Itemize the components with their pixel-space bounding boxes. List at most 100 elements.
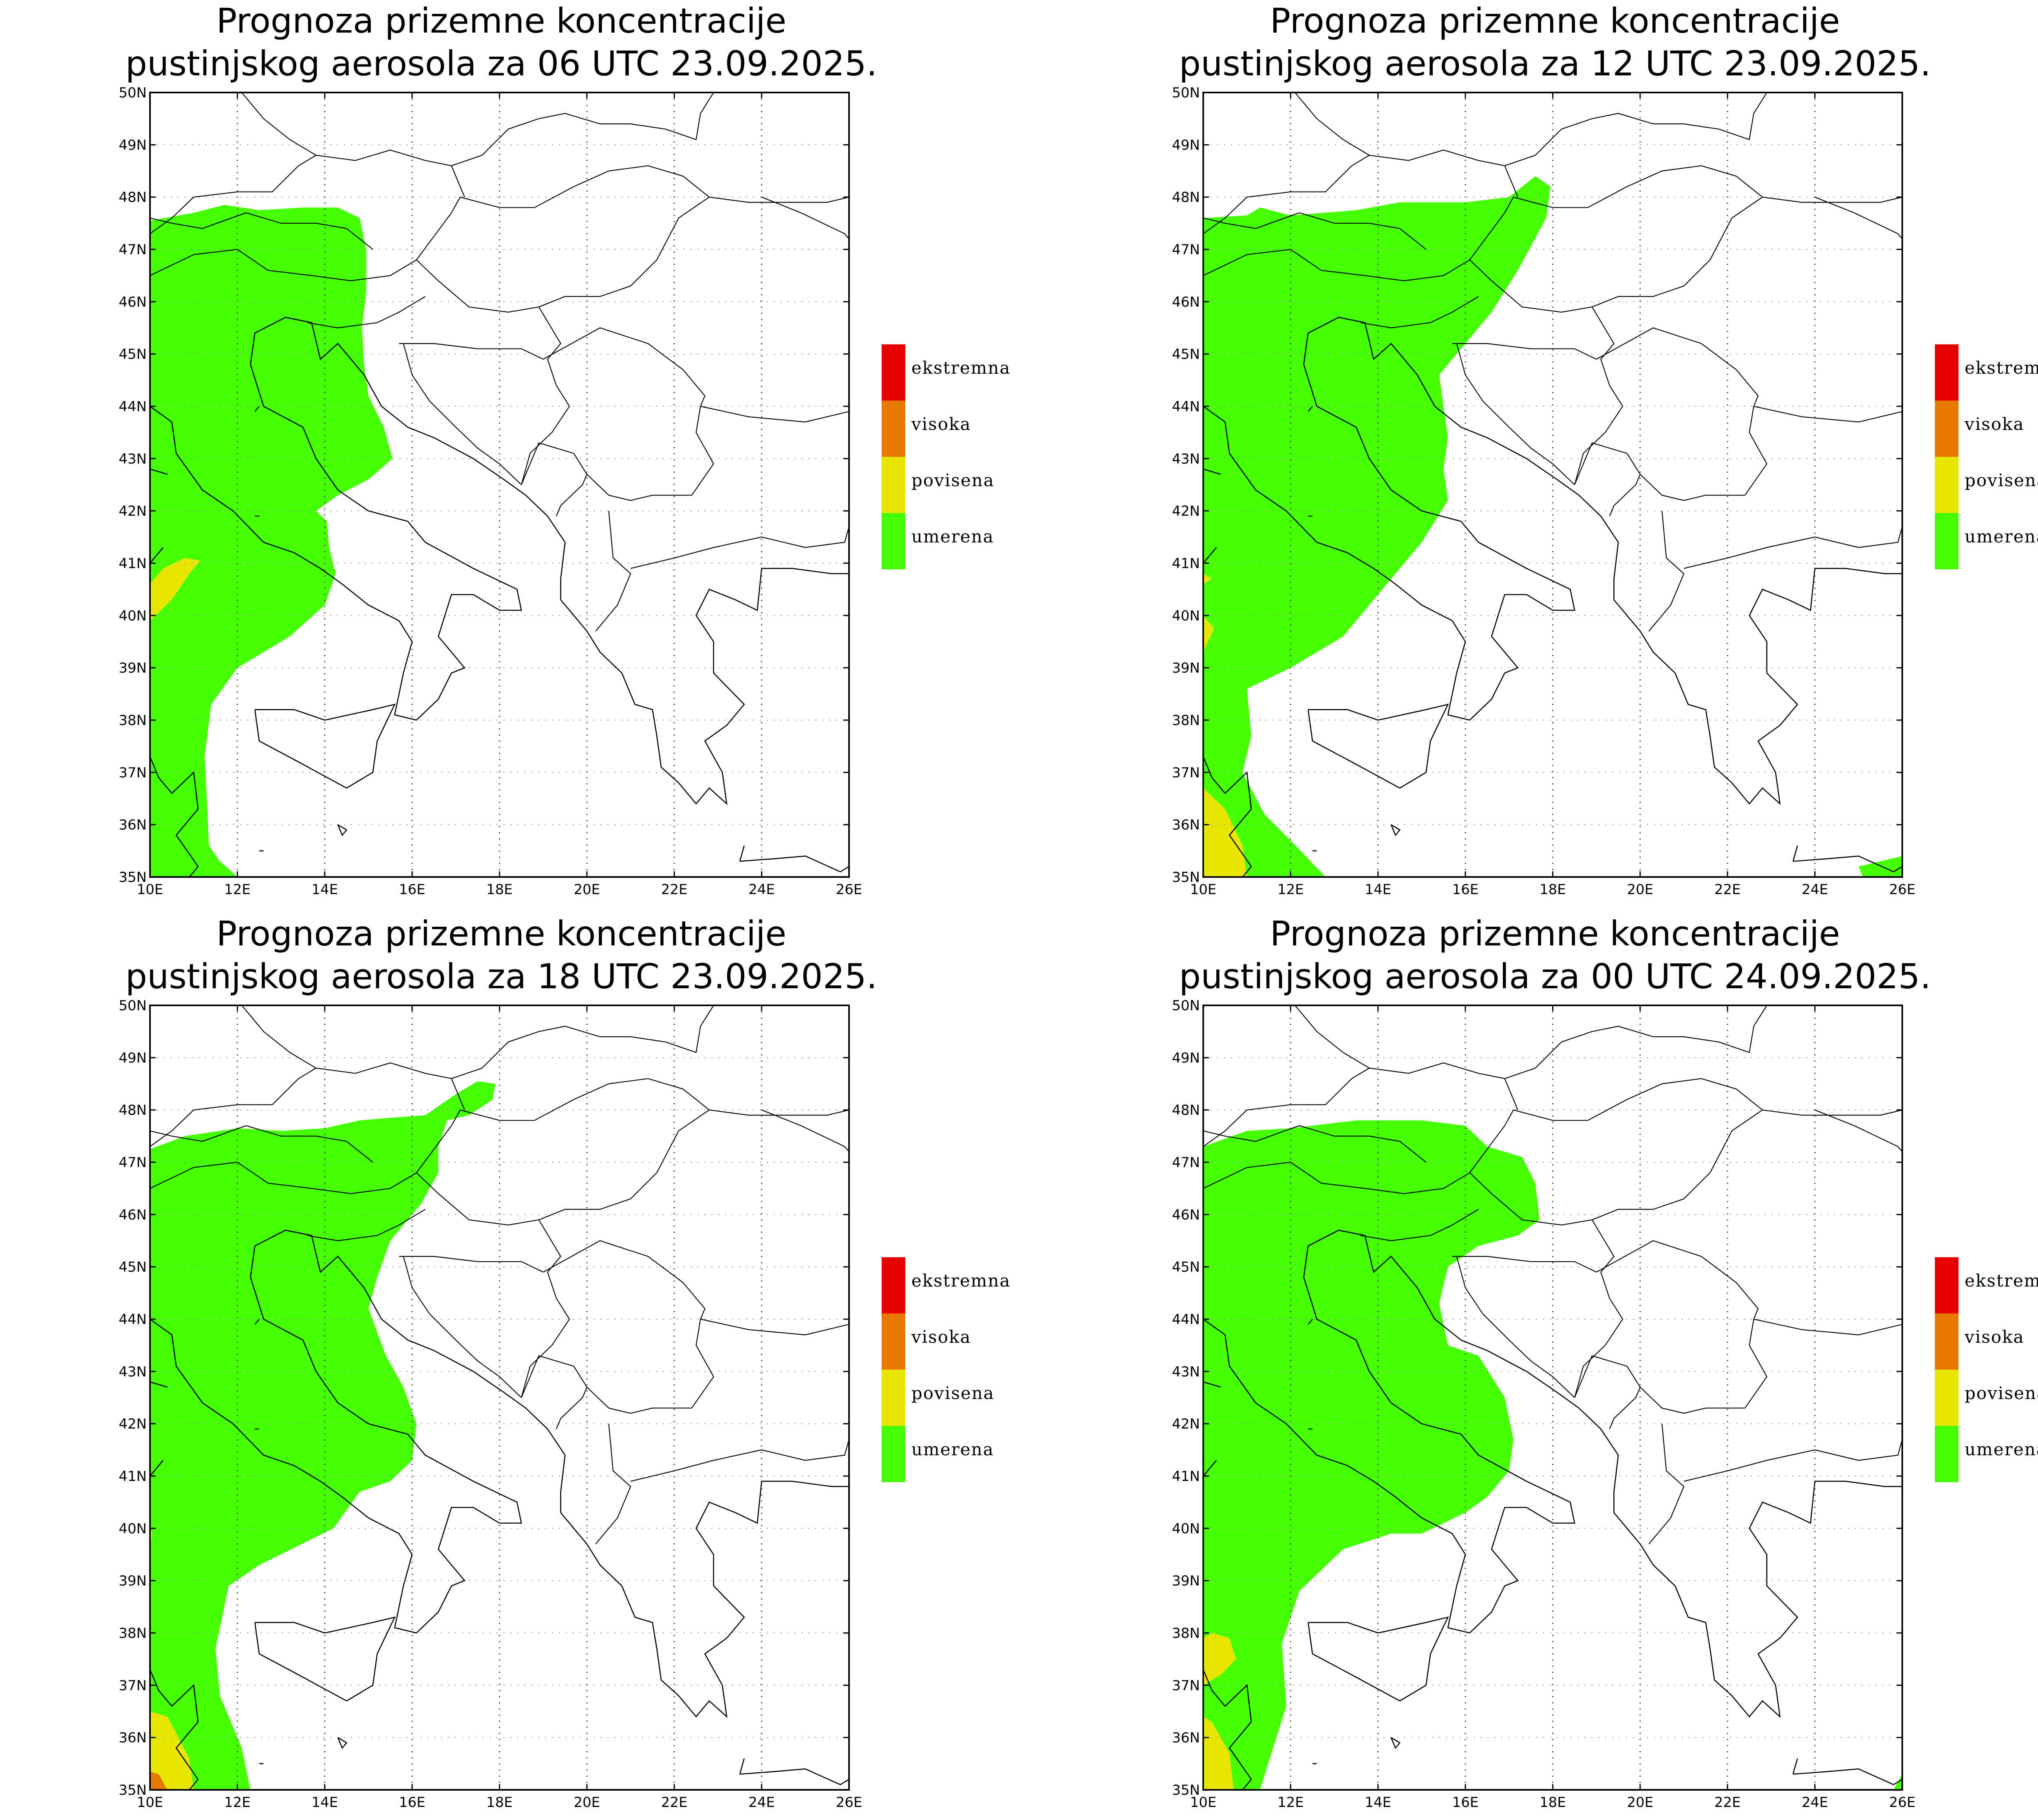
legend-label-ekstremna: ekstremna <box>911 358 1011 378</box>
legend-label-povisena: povisena <box>1965 470 2038 490</box>
lon-tick-label: 14E <box>311 1794 338 1811</box>
legend: ekstremna visoka povisena umerena <box>882 344 1011 569</box>
lon-tick-label: 18E <box>486 881 513 898</box>
legend-label-povisena: povisena <box>1965 1383 2038 1403</box>
lon-tick-label: 12E <box>224 881 251 898</box>
grid-lines <box>1203 93 1902 877</box>
lat-tick-label: 36N <box>1172 817 1200 833</box>
panel-title-line1: Prognoza prizemne koncentracije <box>216 1 787 41</box>
lat-tick-label: 50N <box>119 998 147 1014</box>
lat-tick-label: 40N <box>1172 1520 1200 1537</box>
lat-tick-label: 47N <box>1172 1155 1200 1171</box>
forecast-panel-12utc: Prognoza prizemne koncentracije pustinjs… <box>1172 1 2038 898</box>
lat-tick-label: 44N <box>1172 399 1200 415</box>
aerosol-region-povisena <box>1203 788 1247 877</box>
lon-tick-label: 24E <box>748 881 775 898</box>
lat-tick-label: 48N <box>1172 189 1200 206</box>
legend-swatch-ekstremna <box>882 1257 905 1313</box>
lon-tick-label: 20E <box>1627 1794 1654 1811</box>
lon-tick-label: 24E <box>1802 1794 1828 1811</box>
map-area: 35N 36N 37N 38N 39N 40N 41N 42N 43N 44N 45N 46N 47N 4… <box>1172 85 1915 898</box>
lon-tick-label: 24E <box>1802 881 1828 898</box>
panel-title-line1: Prognoza prizemne koncentracije <box>1270 1 1840 41</box>
legend-swatch-visoka <box>1935 1313 1959 1370</box>
lat-tick-label: 42N <box>119 1416 147 1432</box>
lon-tick-label: 16E <box>1452 881 1479 898</box>
aerosol-region-umerena <box>1203 1120 1540 1790</box>
legend-swatch-umerena <box>1935 1426 1959 1482</box>
aerosol-region-umerena <box>1203 176 1551 877</box>
lat-tick-label: 49N <box>1172 137 1200 153</box>
aerosol-region-povisena <box>1203 573 1212 584</box>
lat-tick-label: 42N <box>1172 1416 1200 1432</box>
legend-label-umerena: umerena <box>911 1439 994 1459</box>
aerosol-region-umerena <box>1858 856 1902 877</box>
lat-tick-label: 46N <box>119 1207 147 1223</box>
aerosol-region-umerena <box>1893 1774 1902 1790</box>
aerosol-region-umerena <box>150 205 393 877</box>
legend-swatch-visoka <box>882 1313 905 1370</box>
lat-tick-label: 41N <box>1172 1468 1200 1485</box>
lon-tick-label: 18E <box>1540 881 1566 898</box>
lat-tick-label: 35N <box>1172 1782 1200 1798</box>
lat-tick-label: 39N <box>119 660 147 676</box>
legend-swatch-umerena <box>882 1426 905 1482</box>
lat-tick-label: 48N <box>119 1102 147 1119</box>
lon-tick-label: 20E <box>574 1794 600 1811</box>
lat-tick-label: 43N <box>1172 1364 1200 1380</box>
legend-label-visoka: visoka <box>1964 1327 2025 1347</box>
lon-tick-label: 22E <box>1714 1794 1741 1811</box>
lat-tick-label: 47N <box>119 1155 147 1171</box>
lon-tick-label: 22E <box>661 881 688 898</box>
map-area: 35N 36N 37N 38N 39N 40N 41N 42N 43N 44N 45N 46N 47N 4… <box>119 998 862 1811</box>
legend-label-ekstremna: ekstremna <box>1965 1271 2038 1291</box>
legend-label-visoka: visoka <box>911 1327 971 1347</box>
panel-title-line2: pustinjskog aerosola za 18 UTC 23.09.202… <box>126 956 878 996</box>
lon-tick-label: 26E <box>1889 1794 1916 1811</box>
country-borders <box>1203 93 1902 632</box>
lon-tick-label: 24E <box>748 1794 775 1811</box>
lon-tick-label: 16E <box>1452 1794 1479 1811</box>
lon-tick-label: 10E <box>137 1794 163 1811</box>
legend-swatch-ekstremna <box>882 344 905 401</box>
panel-title-line2: pustinjskog aerosola za 12 UTC 23.09.202… <box>1179 44 1931 84</box>
lat-tick-label: 46N <box>1172 294 1200 310</box>
lon-tick-label: 14E <box>1365 1794 1391 1811</box>
aerosol-region-povisena <box>1203 615 1214 652</box>
panel-title-line2: pustinjskog aerosola za 06 UTC 23.09.202… <box>126 44 878 84</box>
map-area: 35N 36N 37N 38N 39N 40N 41N 42N 43N 44N 45N 46N 47N 4… <box>119 85 862 898</box>
map-area: 35N 36N 37N 38N 39N 40N 41N 42N 43N 44N 45N 46N 47N 4… <box>1172 998 1915 1811</box>
legend-swatch-povisena <box>882 457 905 513</box>
lat-tick-label: 46N <box>119 294 147 310</box>
lat-tick-label: 49N <box>1172 1050 1200 1066</box>
lat-tick-label: 42N <box>1172 503 1200 520</box>
legend-swatch-visoka <box>1935 401 1959 457</box>
legend: ekstremna visoka povisena umerena <box>1935 1257 2038 1482</box>
lon-tick-label: 16E <box>399 1794 426 1811</box>
lat-tick-label: 43N <box>119 1364 147 1380</box>
lat-tick-label: 44N <box>119 399 147 415</box>
aerosol-region-povisena <box>150 1711 194 1790</box>
lon-tick-label: 12E <box>1277 881 1304 898</box>
lat-tick-label: 50N <box>119 85 147 101</box>
lat-tick-label: 45N <box>119 346 147 363</box>
aerosol-region-povisena <box>1203 1633 1236 1686</box>
legend-swatch-ekstremna <box>1935 1257 1959 1313</box>
forecast-panel-18utc: Prognoza prizemne koncentracije pustinjs… <box>119 914 1010 1811</box>
panel-title-line1: Prognoza prizemne koncentracije <box>216 914 787 954</box>
lat-tick-label: 35N <box>1172 869 1200 886</box>
lat-tick-label: 40N <box>119 608 147 624</box>
lat-tick-label: 44N <box>119 1311 147 1328</box>
lat-tick-label: 36N <box>119 817 147 833</box>
aerosol-region-umerena <box>150 1081 495 1790</box>
lat-tick-label: 37N <box>1172 765 1200 781</box>
aerosol-region-visoka <box>150 1772 168 1790</box>
legend: ekstremna visoka povisena umerena <box>1935 344 2038 569</box>
lon-tick-label: 12E <box>1277 1794 1304 1811</box>
lat-tick-label: 41N <box>119 1468 147 1485</box>
lon-tick-label: 26E <box>1889 881 1916 898</box>
legend-label-visoka: visoka <box>911 414 971 434</box>
lon-tick-label: 20E <box>574 881 600 898</box>
lon-tick-label: 26E <box>836 881 862 898</box>
